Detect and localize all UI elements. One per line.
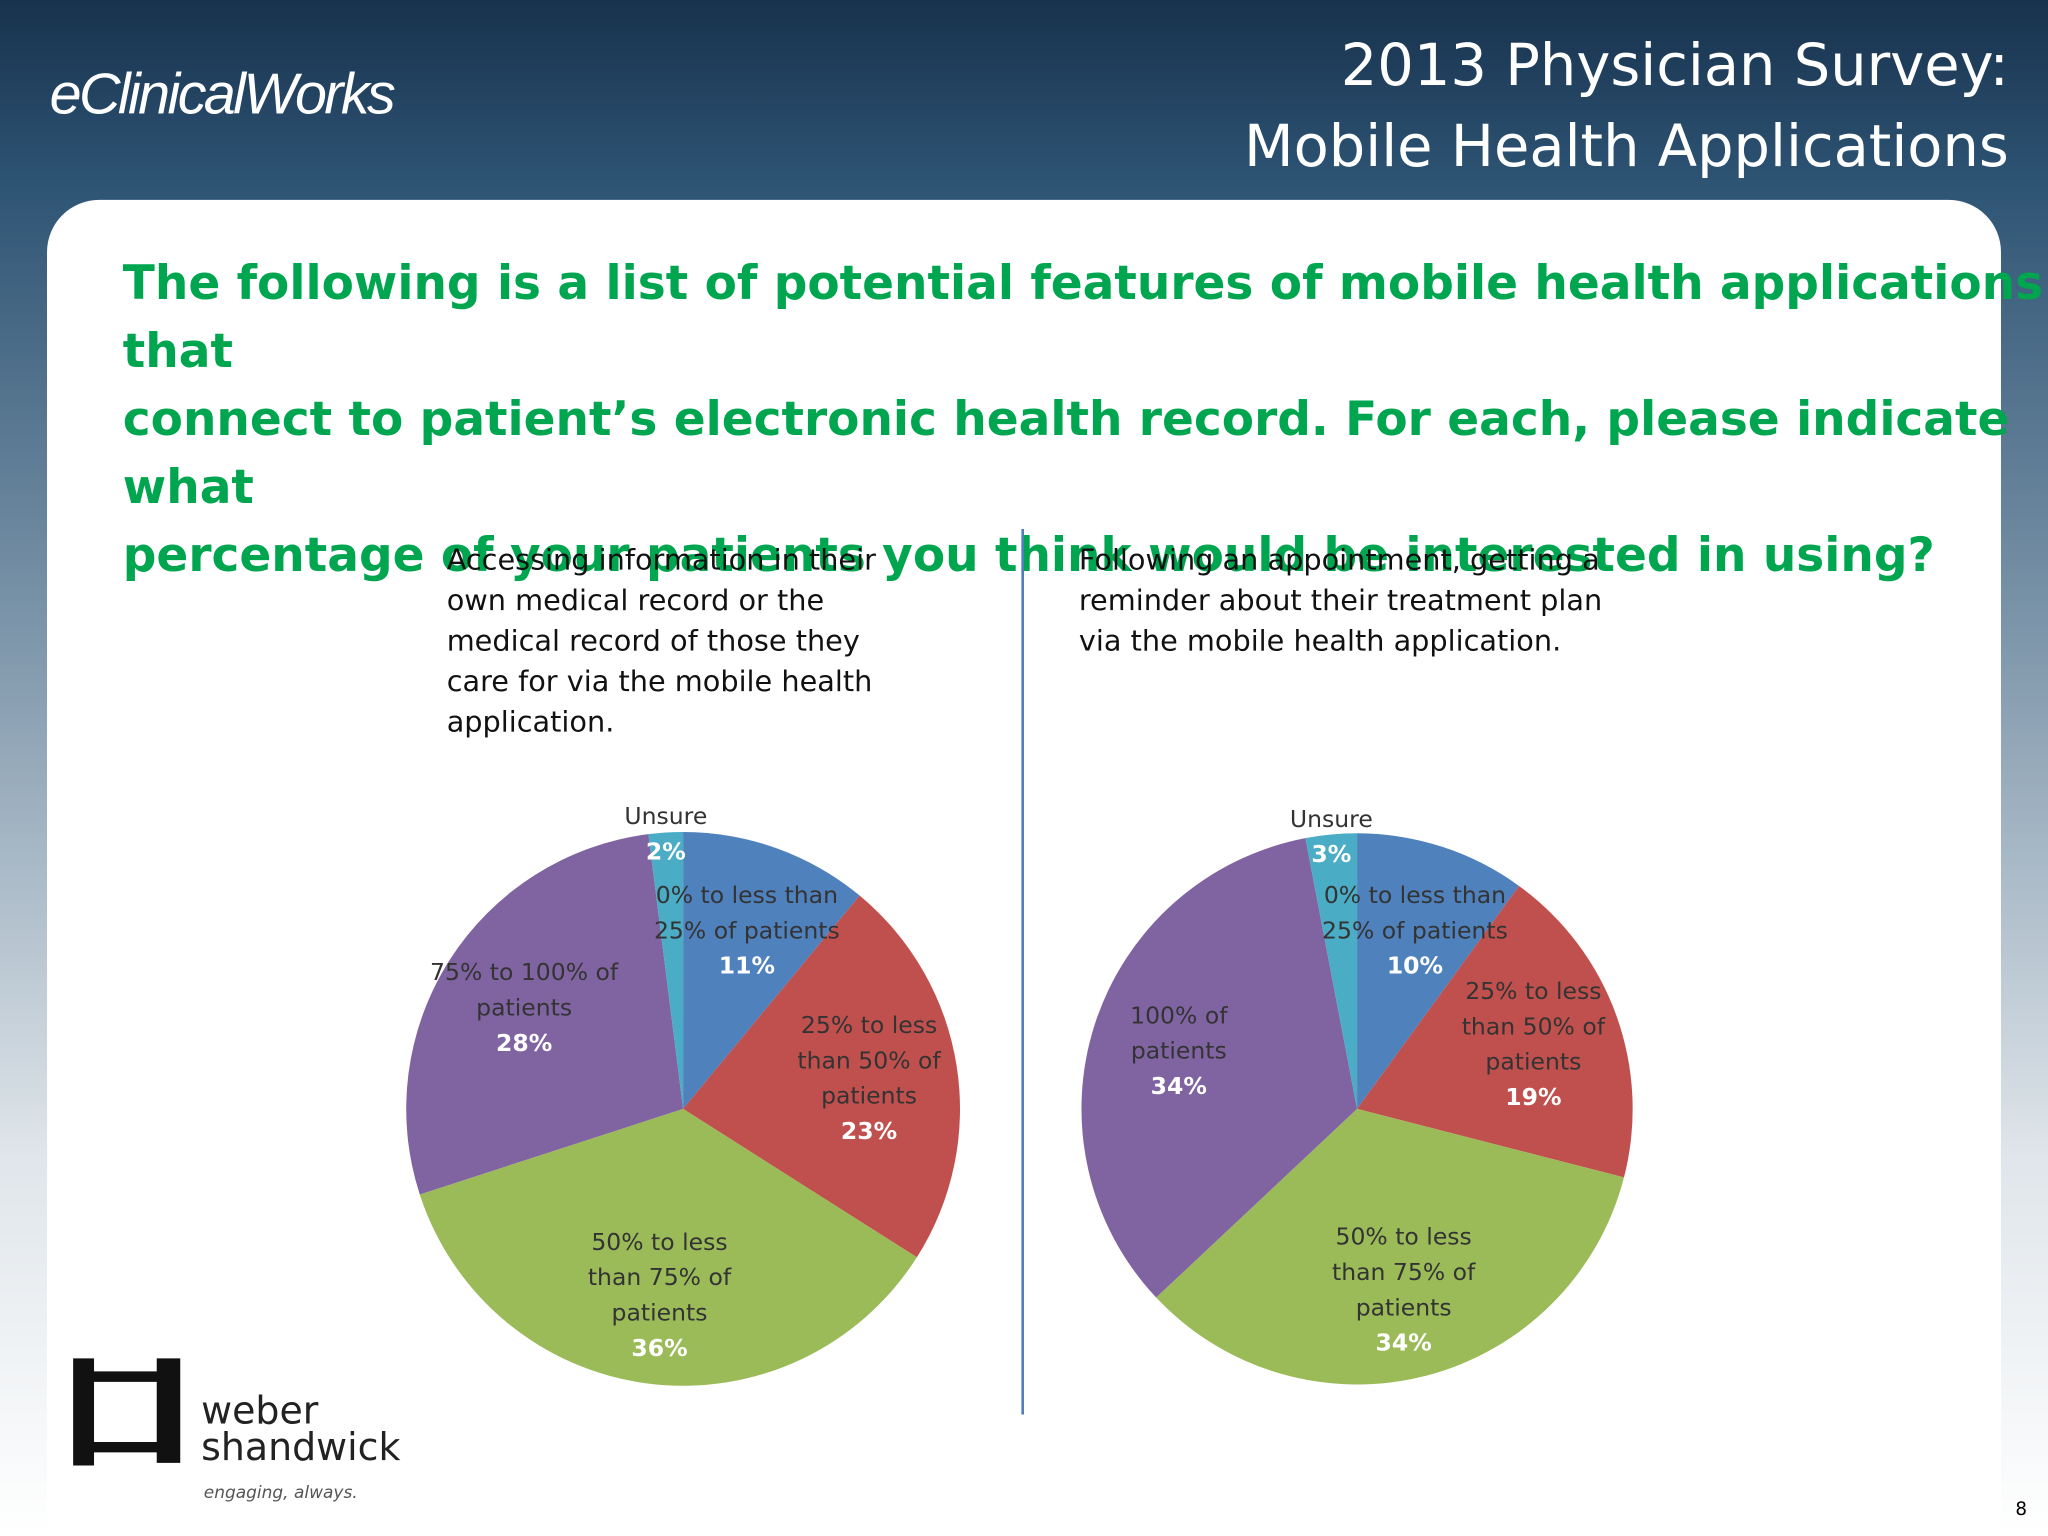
- question-line: The following is a list of potential fea…: [122, 257, 2044, 379]
- slice-category: 25% to less than 50% of patients: [797, 1012, 941, 1111]
- brand-line: weber: [201, 1388, 319, 1433]
- question-line: percentage of your patients you think wo…: [122, 528, 1935, 583]
- pie-slice: [683, 895, 960, 1258]
- tagline: engaging, always.: [203, 1483, 358, 1504]
- slice-label: Unsure 2%: [607, 800, 725, 871]
- title-line: 2013 Physician Survey:: [1340, 32, 2009, 100]
- slice-value: 11%: [718, 953, 776, 981]
- question-line: connect to patient’s electronic health r…: [122, 393, 2010, 515]
- chart-title: Following an appointment, getting a remi…: [1078, 544, 1603, 659]
- slice-label: Unsure 3%: [1273, 802, 1391, 873]
- title-line: Mobile Health Applications: [1243, 113, 2009, 181]
- slice-label: 25% to less than 50% of patients 19%: [1435, 975, 1631, 1116]
- slice-value: 19%: [1505, 1084, 1562, 1113]
- slice-value: 23%: [840, 1118, 898, 1147]
- slice-category: Unsure: [624, 803, 708, 832]
- brand-line: shandwick: [201, 1424, 401, 1470]
- slice-label: 50% to less than 75% of patients 34%: [1306, 1220, 1502, 1361]
- slice-category: 0% to less than 25% of patients: [653, 882, 840, 946]
- slice-category: 50% to less than 75% of patients: [1331, 1223, 1476, 1322]
- slice-value: 36%: [631, 1334, 688, 1363]
- slice-category: 75% to 100% of patients: [430, 959, 619, 1022]
- pie-slice: [1357, 885, 1633, 1178]
- slice-label: 0% to less than 25% of patients 10%: [1317, 878, 1513, 984]
- pie-slice: [1081, 838, 1358, 1298]
- slice-label: 50% to less than 75% of patients 36%: [562, 1225, 758, 1366]
- slice-value: 28%: [495, 1029, 553, 1057]
- slice-category: 25% to less than 50% of patients: [1461, 978, 1606, 1077]
- page-number: 8: [2015, 1499, 2027, 1521]
- slice-label: 75% to 100% of patients 28%: [426, 955, 622, 1061]
- slice-value: 34%: [1150, 1072, 1207, 1100]
- pie-slice: [683, 831, 860, 1109]
- slice-category: 50% to less than 75% of patients: [587, 1229, 732, 1328]
- pie-slice: [648, 831, 684, 1109]
- slice-value: 34%: [1375, 1329, 1432, 1358]
- slide-title: 2013 Physician Survey: Mobile Health App…: [1244, 26, 2009, 188]
- slice-label: 25% to less than 50% of patients 23%: [771, 1009, 967, 1150]
- slice-label: 100% of patients 34%: [1081, 998, 1277, 1104]
- pie-slice: [419, 1108, 917, 1386]
- slice-category: 0% to less than 25% of patients: [1322, 881, 1508, 945]
- slice-label: 0% to less than 25% of patients 11%: [649, 879, 845, 985]
- logo: eClinicalWorks: [49, 62, 396, 127]
- pie-slice: [1305, 833, 1358, 1109]
- pie-slice: [1156, 1108, 1624, 1385]
- question: The following is a list of potential fea…: [123, 251, 2048, 591]
- slice-category: 100% of patients: [1130, 1001, 1228, 1065]
- pie-slice: [1357, 833, 1520, 1109]
- slice-value: 2%: [645, 839, 686, 867]
- chart-title: Accessing information in their own medic…: [446, 544, 876, 740]
- brand-mark: [73, 1358, 181, 1466]
- slice-category: Unsure: [1289, 805, 1373, 834]
- slice-value: 3%: [1311, 841, 1352, 869]
- brand: weber shandwick: [201, 1388, 401, 1470]
- slice-value: 10%: [1386, 952, 1444, 980]
- pie-slice: [406, 834, 684, 1195]
